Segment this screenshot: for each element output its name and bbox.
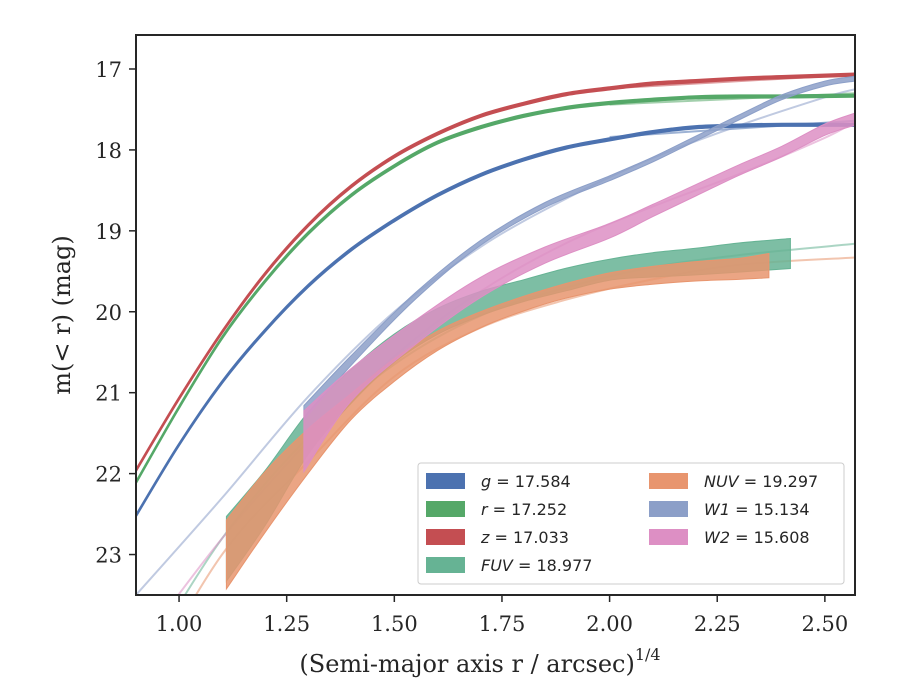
x-axis-label: (Semi-major axis r / arcsec) — [299, 650, 634, 678]
band-w1 — [303, 75, 855, 422]
band-w2 — [303, 112, 855, 474]
series-bands — [136, 72, 855, 591]
legend: g = 17.584 r = 17.252 z = 17.033 FUV = 18.9… — [417, 462, 845, 585]
x-tick-label: 2.00 — [586, 612, 633, 636]
y-tick-label: 17 — [95, 58, 122, 82]
legend-swatch-g — [426, 473, 465, 489]
y-tick-label: 19 — [95, 220, 122, 244]
legend-label-w2: W2 = 15.608 — [704, 528, 810, 547]
y-tick-label: 22 — [95, 463, 122, 487]
x-tick-label: 2.25 — [694, 612, 741, 636]
legend-swatch-z — [426, 529, 465, 545]
y-tick-label: 20 — [95, 301, 122, 325]
band-r — [136, 93, 855, 486]
legend-swatch-r — [426, 501, 465, 517]
legend-swatch-fuv — [426, 557, 465, 573]
legend-label-g: g = 17.584 — [481, 472, 571, 491]
y-tick-label: 23 — [95, 544, 122, 568]
x-tick-label: 2.50 — [801, 612, 848, 636]
x-tick-label: 1.00 — [156, 612, 203, 636]
band-g — [136, 122, 855, 519]
x-tick-label: 1.25 — [263, 612, 310, 636]
legend-swatch-nuv — [649, 473, 688, 489]
x-tick-label: 1.75 — [479, 612, 526, 636]
model-line-w1 — [136, 88, 855, 595]
y-tick-label: 21 — [95, 382, 122, 406]
legend-label-r: r = 17.252 — [481, 500, 567, 519]
x-axis-title: (Semi-major axis r / arcsec)1/4 — [299, 645, 660, 678]
y-axis: 17 18 19 20 21 22 23 — [95, 58, 136, 568]
legend-label-w1: W1 = 15.134 — [704, 500, 810, 519]
legend-label-z: z = 17.033 — [480, 528, 569, 547]
x-axis-exponent: 1/4 — [635, 645, 661, 664]
legend-swatch-w1 — [649, 501, 688, 517]
legend-swatch-w2 — [649, 529, 688, 545]
y-axis-label: m(< r) (mag) — [48, 235, 76, 394]
legend-label-nuv: NUV = 19.297 — [704, 472, 818, 491]
legend-label-fuv: FUV = 18.977 — [481, 556, 592, 575]
x-tick-label: 1.50 — [371, 612, 418, 636]
legend-box — [417, 462, 845, 585]
plot-frame — [135, 34, 856, 596]
y-tick-label: 18 — [95, 139, 122, 163]
band-z — [136, 72, 855, 473]
x-axis: 1.00 1.25 1.50 1.75 2.00 2.25 2.50 — [156, 595, 848, 636]
